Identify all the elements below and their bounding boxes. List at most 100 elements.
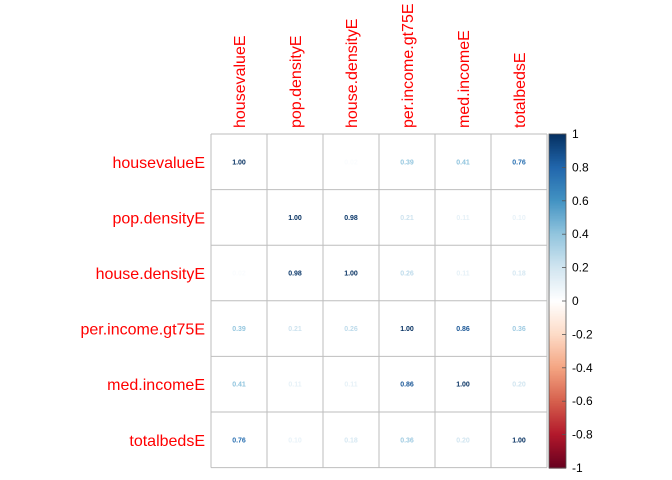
heatmap-cell-values: 1.00 0.00 0.02 0.39 0.41 0.76 0.00 1.00 0.98 0.21… <box>232 159 526 444</box>
colorbar-segment <box>549 149 566 152</box>
colorbar-segment <box>549 432 566 436</box>
colorbar-segment <box>549 422 566 426</box>
cell-value: 0.41 <box>456 159 470 166</box>
colorbar-segment <box>549 351 566 354</box>
colorbar-segment <box>549 389 566 392</box>
colorbar-segment <box>549 367 566 371</box>
colorbar-segment <box>549 277 566 280</box>
colorbar-segment <box>549 182 566 185</box>
colorbar-segment <box>549 417 566 421</box>
cell-value: 0.36 <box>512 326 526 333</box>
colorbar-segment <box>549 359 566 362</box>
colorbar-segment <box>549 220 566 224</box>
colorbar-segment <box>549 270 566 274</box>
colorbar-segment <box>549 290 566 294</box>
cell-value: 0.98 <box>344 215 358 222</box>
colorbar-segment <box>549 386 566 389</box>
colorbar-segment <box>549 372 566 376</box>
colorbar-segment <box>549 464 566 467</box>
colorbar-segment <box>549 259 566 262</box>
colorbar-segment <box>549 451 566 454</box>
row-label-2: house.densityE <box>96 266 205 283</box>
colorbar-segment <box>549 165 566 168</box>
colorbar-segment <box>549 426 566 429</box>
colorbar-segment <box>549 309 566 312</box>
colorbar-segment <box>549 179 566 182</box>
colorbar-segment <box>549 324 566 327</box>
cell-value: 0.86 <box>400 382 414 389</box>
heatmap-cell <box>211 300 267 357</box>
col-label-3: per.income.gt75E <box>400 3 417 128</box>
colorbar-segment <box>549 326 566 329</box>
colorbar-segment <box>549 331 566 334</box>
heatmap-cell <box>267 189 323 246</box>
colorbar-segment <box>549 401 566 404</box>
colorbar-segment <box>549 264 566 267</box>
cell-value: 0.86 <box>456 326 470 333</box>
row-label-5: totalbedsE <box>129 433 205 450</box>
colorbar-segment <box>549 187 566 190</box>
colorbar-segment <box>549 379 566 382</box>
colorbar-segment <box>549 175 566 179</box>
cell-value: 0.76 <box>512 159 526 166</box>
colorbar-segment <box>549 295 566 299</box>
colorbar-segment <box>549 294 566 297</box>
colorbar-tick-label: -0.2 <box>572 327 593 341</box>
colorbar-segment <box>549 180 566 184</box>
heatmap-cell <box>491 189 547 246</box>
heatmap-cell <box>323 356 379 412</box>
colorbar-segment <box>549 209 566 212</box>
colorbar-segment <box>549 381 566 384</box>
row-label-0: housevalueE <box>112 155 205 172</box>
colorbar-segment <box>549 444 566 447</box>
colorbar-segment <box>549 304 566 307</box>
colorbar-segment <box>549 362 566 366</box>
cell-value: 0.00 <box>288 159 302 166</box>
colorbar-segment <box>549 174 566 177</box>
heatmap-cells <box>211 134 547 468</box>
heatmap-cell <box>323 189 379 246</box>
colorbar-segment <box>549 439 566 442</box>
colorbar-segment <box>549 144 566 147</box>
cell-value: 0.39 <box>400 159 414 166</box>
heatmap-cell <box>323 412 379 468</box>
colorbar-segment <box>549 424 566 427</box>
colorbar-segment <box>549 164 566 167</box>
heatmap-cell <box>267 356 323 412</box>
heatmap-cell <box>211 356 267 412</box>
colorbar-segment <box>549 391 566 394</box>
colorbar-segment <box>549 137 566 140</box>
colorbar-segment <box>549 406 566 409</box>
colorbar-segment <box>549 245 566 249</box>
colorbar-segment <box>549 195 566 199</box>
cell-value: 0.00 <box>232 215 246 222</box>
colorbar-segment <box>549 265 566 269</box>
colorbar-segment <box>549 334 566 337</box>
colorbar-segment <box>549 247 566 250</box>
heatmap-cell <box>435 134 491 190</box>
colorbar-segment <box>549 217 566 220</box>
heatmap-cell <box>211 245 267 301</box>
colorbar-segment <box>549 419 566 422</box>
colorbar-segment <box>549 284 566 287</box>
colorbar-segment <box>549 454 566 457</box>
colorbar-segment <box>549 431 566 434</box>
cell-value: 0.39 <box>232 326 246 333</box>
colorbar-segment <box>549 254 566 257</box>
cell-value: 0.10 <box>512 215 526 222</box>
colorbar-segment <box>549 329 566 332</box>
colorbar-segment <box>549 260 566 264</box>
colorbar-tick-label: 0 <box>572 294 579 308</box>
colorbar-segment <box>549 219 566 222</box>
heatmap-cell <box>435 300 491 357</box>
colorbar-segment <box>549 427 566 431</box>
col-label-2: house.densityE <box>344 19 361 128</box>
cell-value: 0.11 <box>456 215 469 222</box>
colorbar-segment <box>549 414 566 417</box>
colorbar-segment <box>549 346 566 349</box>
colorbar-segment <box>549 160 566 163</box>
colorbar-segment <box>549 409 566 412</box>
colorbar-segment <box>549 212 566 215</box>
heatmap-cell <box>267 245 323 301</box>
colorbar-segment <box>549 357 566 361</box>
